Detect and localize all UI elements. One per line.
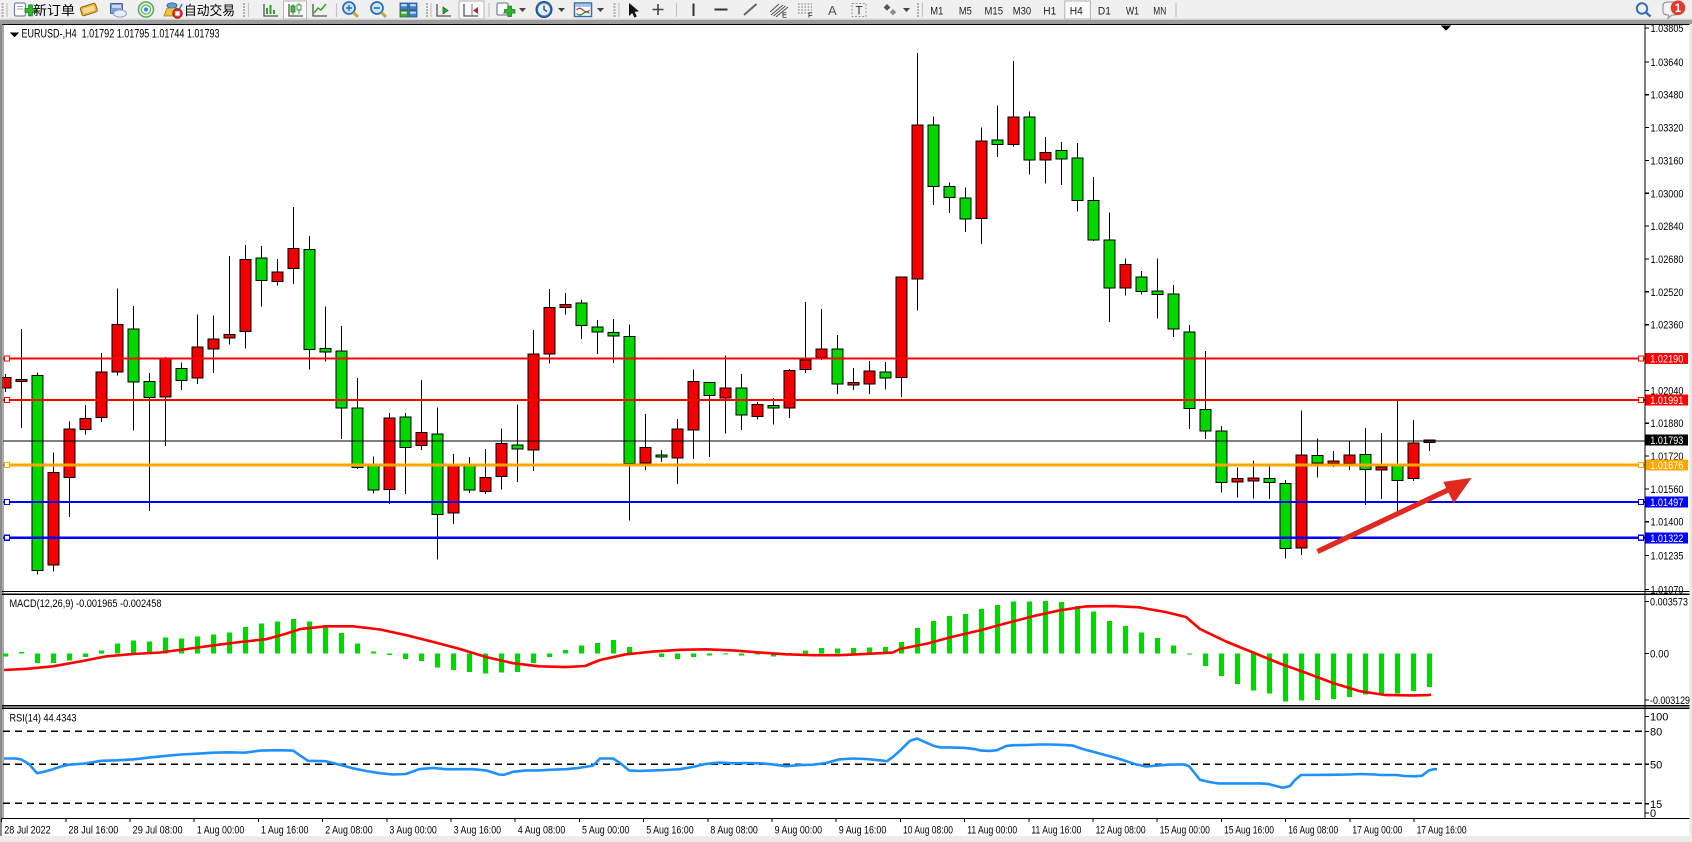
- svg-text:MN: MN: [1153, 6, 1166, 18]
- svg-text:1.02360: 1.02360: [1651, 320, 1684, 332]
- svg-text:80: 80: [1650, 726, 1662, 738]
- svg-text:3 Aug 16:00: 3 Aug 16:00: [454, 825, 502, 837]
- svg-text:1: 1: [1675, 3, 1682, 15]
- svg-text:16 Aug 08:00: 16 Aug 08:00: [1288, 825, 1338, 837]
- svg-text:28 Jul 2022: 28 Jul 2022: [4, 825, 51, 837]
- svg-text:1.02040: 1.02040: [1651, 385, 1684, 397]
- svg-text:1.02680: 1.02680: [1651, 254, 1684, 266]
- svg-text:1.03320: 1.03320: [1651, 123, 1684, 135]
- svg-text:12 Aug 08:00: 12 Aug 08:00: [1096, 825, 1146, 837]
- svg-text:11 Aug 00:00: 11 Aug 00:00: [967, 825, 1017, 837]
- svg-text:50: 50: [1650, 759, 1662, 771]
- svg-text:9 Aug 00:00: 9 Aug 00:00: [775, 825, 823, 837]
- svg-text:T: T: [856, 6, 863, 18]
- svg-text:15: 15: [1650, 799, 1662, 811]
- svg-text:15 Aug 16:00: 15 Aug 16:00: [1224, 825, 1274, 837]
- svg-text:1.02840: 1.02840: [1651, 221, 1684, 233]
- svg-text:29 Jul 08:00: 29 Jul 08:00: [133, 825, 183, 837]
- svg-text:1 Aug 00:00: 1 Aug 00:00: [197, 825, 245, 837]
- svg-text:100: 100: [1650, 711, 1668, 723]
- svg-text:0.00: 0.00: [1650, 649, 1669, 661]
- svg-text:自动交易: 自动交易: [184, 3, 235, 18]
- svg-text:1.01497: 1.01497: [1650, 497, 1683, 509]
- svg-text:M30: M30: [1013, 6, 1031, 18]
- svg-text:W1: W1: [1126, 6, 1139, 18]
- svg-text:0.003573: 0.003573: [1650, 597, 1688, 609]
- svg-text:1.02190: 1.02190: [1650, 354, 1683, 366]
- svg-text:9 Aug 16:00: 9 Aug 16:00: [839, 825, 887, 837]
- svg-text:M15: M15: [985, 6, 1004, 18]
- svg-text:1.01676: 1.01676: [1650, 460, 1683, 472]
- svg-text:3 Aug 00:00: 3 Aug 00:00: [389, 825, 437, 837]
- svg-text:1.01560: 1.01560: [1651, 484, 1684, 496]
- svg-text:5 Aug 00:00: 5 Aug 00:00: [582, 825, 630, 837]
- svg-text:1.01880: 1.01880: [1651, 418, 1684, 430]
- svg-text:1.01793: 1.01793: [1650, 435, 1683, 447]
- svg-text:1.01991: 1.01991: [1650, 395, 1683, 407]
- svg-text:1.03000: 1.03000: [1651, 188, 1684, 200]
- svg-text:28 Jul 16:00: 28 Jul 16:00: [68, 825, 118, 837]
- svg-text:EURUSD-,H4 1.01792 1.01795 1.: EURUSD-,H4 1.01792 1.01795 1.01744 1.017…: [22, 27, 220, 41]
- svg-text:8 Aug 08:00: 8 Aug 08:00: [710, 825, 758, 837]
- svg-text:1 Aug 16:00: 1 Aug 16:00: [261, 825, 309, 837]
- svg-text:A: A: [828, 3, 837, 18]
- svg-text:新订单: 新订单: [33, 3, 75, 18]
- svg-text:17 Aug 00:00: 17 Aug 00:00: [1352, 825, 1402, 837]
- svg-text:M1: M1: [930, 6, 943, 18]
- svg-text:1.03480: 1.03480: [1651, 90, 1684, 102]
- svg-text:1.03160: 1.03160: [1651, 155, 1684, 167]
- svg-text:-0.003129: -0.003129: [1650, 695, 1690, 707]
- svg-text:15 Aug 00:00: 15 Aug 00:00: [1160, 825, 1210, 837]
- svg-text:4 Aug 08:00: 4 Aug 08:00: [518, 825, 566, 837]
- svg-text:1.01235: 1.01235: [1651, 551, 1684, 563]
- svg-text:1.03805: 1.03805: [1651, 23, 1684, 35]
- svg-text:17 Aug 16:00: 17 Aug 16:00: [1417, 825, 1467, 837]
- svg-text:RSI(14) 44.4343: RSI(14) 44.4343: [10, 713, 77, 725]
- svg-text:10 Aug 08:00: 10 Aug 08:00: [903, 825, 953, 837]
- svg-text:1.01400: 1.01400: [1651, 517, 1684, 529]
- svg-text:D1: D1: [1098, 6, 1111, 18]
- svg-text:H4: H4: [1070, 6, 1083, 18]
- svg-text:F: F: [808, 11, 813, 20]
- svg-text:E: E: [782, 11, 787, 20]
- svg-text:0: 0: [1650, 808, 1656, 820]
- svg-text:1.01070: 1.01070: [1651, 585, 1684, 597]
- svg-text:1.02520: 1.02520: [1651, 287, 1684, 299]
- svg-text:1.01322: 1.01322: [1650, 533, 1683, 545]
- svg-text:MACD(12,26,9) -0.001965 -0.002: MACD(12,26,9) -0.001965 -0.002458: [10, 598, 162, 610]
- svg-text:5 Aug 16:00: 5 Aug 16:00: [646, 825, 694, 837]
- svg-text:11 Aug 16:00: 11 Aug 16:00: [1031, 825, 1081, 837]
- svg-text:1.03640: 1.03640: [1651, 57, 1684, 69]
- svg-text:2 Aug 08:00: 2 Aug 08:00: [325, 825, 373, 837]
- svg-text:H1: H1: [1043, 6, 1056, 18]
- svg-text:M5: M5: [959, 6, 972, 18]
